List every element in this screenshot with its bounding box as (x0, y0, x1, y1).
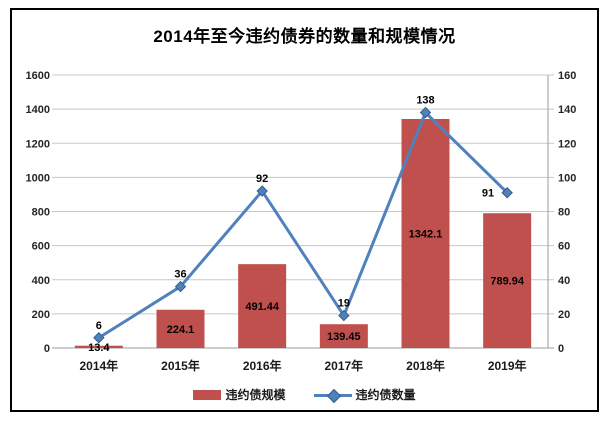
bar-data-label: 1342.1 (409, 229, 443, 241)
bar (156, 309, 205, 348)
category-label: 2014年 (79, 358, 118, 373)
right-axis-tick-label: 80 (558, 207, 570, 219)
line-data-label: 91 (482, 188, 494, 200)
left-axis-tick-label: 800 (32, 207, 50, 219)
line-marker-diamond (256, 185, 268, 197)
category-label: 2019年 (488, 358, 527, 373)
line-data-label: 36 (174, 269, 186, 281)
bar-data-label: 224.1 (167, 324, 195, 336)
left-axis-tick-label: 200 (32, 309, 50, 321)
line-series-swatch (313, 388, 352, 403)
right-axis-tick-label: 140 (558, 104, 576, 116)
category-label: 2015年 (161, 358, 200, 373)
category-label: 2017年 (324, 358, 363, 373)
left-axis-tick-label: 400 (32, 275, 50, 287)
legend-item-line-series: 违约债数量 (313, 386, 416, 403)
right-axis-tick-label: 40 (558, 275, 570, 287)
category-label: 2016年 (243, 358, 282, 373)
line-data-label: 19 (338, 298, 350, 310)
bar-series-swatch (193, 389, 222, 400)
line-marker-diamond (501, 187, 513, 199)
line-marker-diamond (174, 280, 187, 293)
bar (483, 213, 532, 348)
left-axis-tick-label: 1600 (26, 70, 50, 82)
category-label: 2018年 (406, 358, 445, 373)
bar (319, 324, 368, 348)
chart-legend: 违约债规模 违约债数量 (0, 386, 609, 403)
right-axis-tick-label: 60 (558, 241, 570, 253)
line-marker-diamond (419, 106, 432, 119)
line-data-label: 138 (416, 95, 434, 107)
legend-label-line-series: 违约债数量 (355, 388, 416, 402)
left-axis-tick-label: 0 (44, 343, 50, 355)
chart-title: 2014年至今违约债券的数量和规模情况 (153, 27, 456, 46)
line-data-label: 92 (256, 173, 268, 185)
bar-data-label: 789.94 (490, 276, 525, 288)
bar-data-label: 491.44 (245, 301, 280, 313)
bar-data-label: 139.45 (327, 331, 361, 343)
left-axis-tick-label: 1400 (26, 104, 50, 116)
diamond-marker-icon (326, 388, 341, 403)
left-axis-tick-label: 1000 (26, 172, 50, 184)
right-axis-tick-label: 120 (558, 138, 576, 150)
right-axis-tick-label: 160 (558, 70, 576, 82)
left-axis-tick-label: 1200 (26, 138, 50, 150)
bar-data-label: 13.4 (88, 342, 110, 354)
right-axis-tick-label: 100 (558, 172, 576, 184)
line-marker-diamond (93, 332, 105, 344)
bar (401, 119, 450, 349)
bar (74, 345, 123, 348)
left-axis-tick-label: 600 (32, 241, 50, 253)
line-data-label: 6 (96, 320, 102, 332)
line-marker-diamond (338, 309, 350, 322)
legend-label-bar-series: 违约债规模 (225, 388, 286, 402)
right-axis-tick-label: 0 (558, 343, 564, 355)
bar (238, 264, 287, 348)
line-series (97, 111, 509, 340)
legend-item-bar-series: 违约债规模 (193, 386, 286, 403)
right-axis-tick-label: 20 (558, 309, 570, 321)
